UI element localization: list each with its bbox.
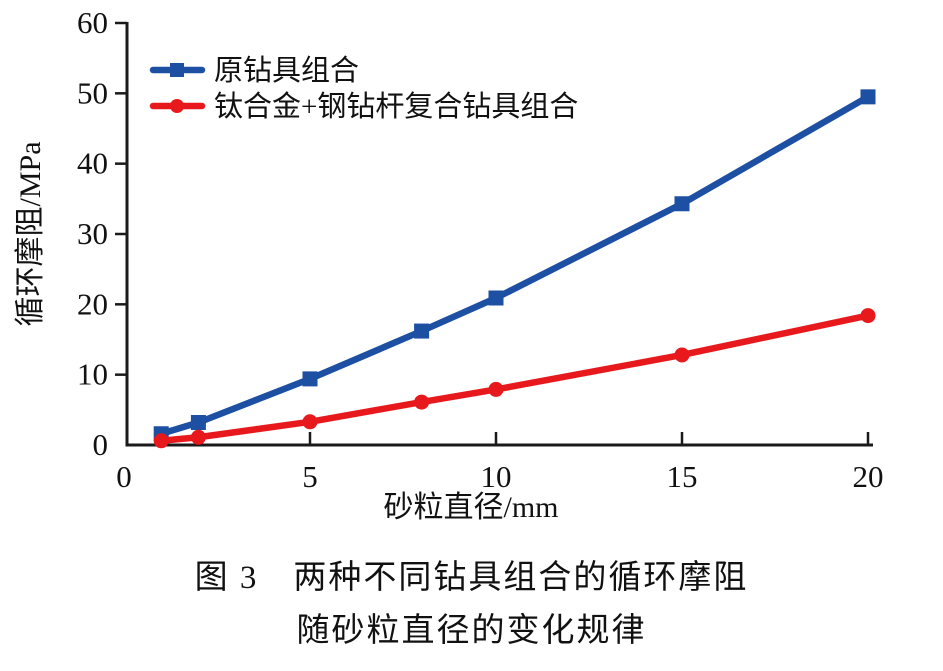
figure-caption-line1: 图 3 两种不同钻具组合的循环摩阻 — [194, 560, 749, 596]
series-marker — [860, 89, 876, 105]
series-0 — [153, 89, 876, 442]
series-marker — [190, 414, 206, 430]
series-marker — [414, 323, 430, 339]
series-marker — [302, 371, 318, 387]
x-tick-label: 20 — [853, 459, 884, 494]
series-marker — [674, 196, 690, 212]
x-axis-title: 砂粒直径/mm — [383, 491, 558, 524]
series-marker — [170, 99, 184, 113]
series-marker — [414, 394, 430, 410]
figure-caption: 图 3 两种不同钻具组合的循环摩阻 随砂粒直径的变化规律 — [0, 552, 943, 658]
legend-label: 原钻具组合 — [214, 54, 359, 87]
y-tick-label: 20 — [77, 286, 108, 321]
series-marker — [860, 308, 876, 324]
legend-item: 原钻具组合 — [149, 54, 359, 87]
y-tick-label: 0 — [93, 427, 109, 462]
x-tick-label: 0 — [116, 459, 132, 494]
x-tick-label: 15 — [667, 459, 698, 494]
x-tick-label: 10 — [481, 459, 512, 494]
y-axis-title: 循环摩阻/MPa — [14, 141, 47, 326]
y-tick-label: 30 — [77, 216, 108, 251]
series-marker — [488, 290, 504, 306]
series-marker — [674, 347, 690, 363]
series-marker — [153, 433, 169, 449]
series-marker — [488, 381, 504, 397]
legend-label: 钛合金+钢钻杆复合钻具组合 — [214, 90, 578, 123]
figure-caption-line2: 随砂粒直径的变化规律 — [296, 613, 647, 649]
legend-item: 钛合金+钢钻杆复合钻具组合 — [149, 90, 578, 123]
series-marker — [302, 414, 318, 430]
series-line — [157, 312, 872, 445]
y-tick-label: 50 — [77, 75, 108, 110]
line-chart: 0 10 20 30 40 50 60 0 5 10 15 20 循环摩阻/MPa 砂粒直径/mm 原钻具组… — [14, 5, 884, 524]
series-marker — [190, 429, 206, 445]
series-marker — [170, 63, 184, 77]
y-tick-label: 10 — [77, 357, 108, 392]
y-tick-label: 60 — [77, 5, 108, 40]
y-tick-label: 40 — [77, 146, 108, 181]
series-1 — [153, 308, 876, 449]
x-tick-label: 5 — [302, 459, 318, 494]
